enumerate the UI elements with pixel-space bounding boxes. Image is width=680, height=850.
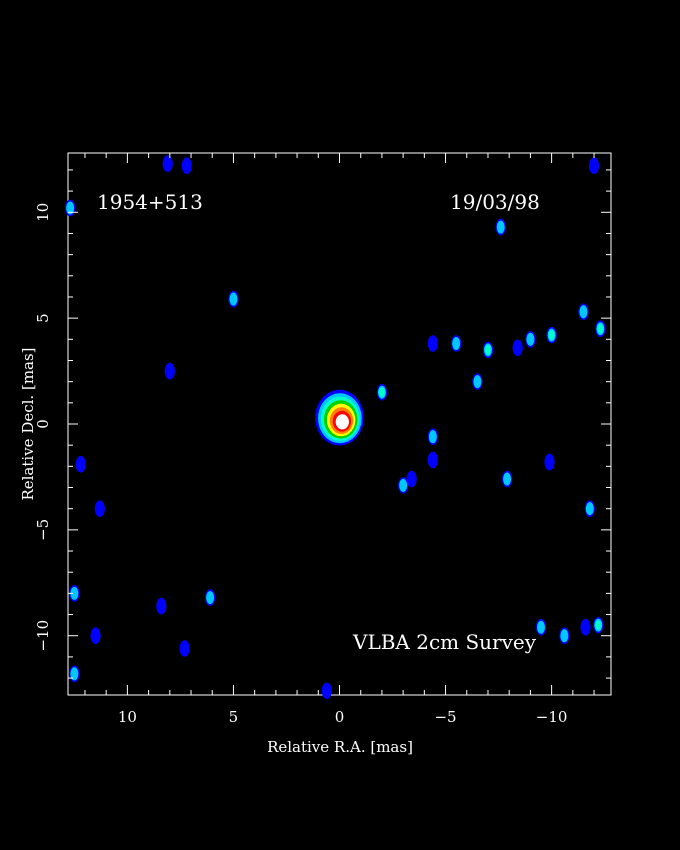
- axis-ticks: 10 5 0 −5 −10 10 5 0 −5 −10: [34, 153, 611, 726]
- emission-contour: [560, 629, 569, 643]
- emission-component: [482, 341, 494, 359]
- emission-component: [75, 455, 86, 473]
- epoch-label: 19/03/98: [450, 190, 540, 214]
- emission-component: [181, 157, 192, 175]
- x-tick-label: −10: [536, 708, 568, 726]
- emission-component: [65, 199, 76, 217]
- emission-contour: [585, 502, 594, 516]
- y-tick-label: −5: [34, 519, 52, 541]
- survey-label: VLBA 2cm Survey: [352, 630, 537, 654]
- emission-component: [580, 618, 591, 636]
- y-tick-label: −10: [34, 620, 52, 652]
- emission-component: [595, 320, 606, 338]
- emission-contour: [597, 323, 604, 334]
- emission-contour: [164, 362, 175, 380]
- y-axis-label: Relative Decl. [mas]: [19, 347, 37, 500]
- emission-component: [69, 585, 80, 602]
- emission-contour: [526, 332, 535, 346]
- emission-component: [179, 640, 190, 657]
- emission-contour: [70, 667, 79, 681]
- emission-component: [512, 339, 523, 357]
- emission-contour: [588, 157, 600, 175]
- emission-contour: [206, 591, 215, 605]
- emission-contour: [496, 220, 505, 234]
- y-tick-label: 5: [34, 313, 52, 323]
- emission-contour: [580, 618, 591, 636]
- emission-contour: [544, 453, 555, 471]
- emission-contour: [503, 472, 512, 486]
- emission-component: [544, 453, 555, 471]
- emission-contour: [428, 430, 437, 444]
- y-tick-label: 10: [34, 203, 52, 222]
- emission-component: [228, 290, 239, 308]
- emission-contour: [66, 201, 75, 215]
- emission-contour: [70, 586, 79, 600]
- emission-component: [90, 627, 101, 645]
- emission-component: [69, 665, 80, 683]
- emission-contour: [156, 597, 167, 615]
- emission-component: [164, 362, 175, 380]
- emission-component: [427, 451, 438, 469]
- emission-contour: [75, 455, 86, 473]
- emission-contour: [406, 470, 417, 488]
- emission-component: [472, 373, 483, 390]
- x-axis-label: Relative R.A. [mas]: [267, 738, 413, 756]
- emission-component: [162, 155, 173, 172]
- emission-component: [94, 500, 105, 518]
- emission-layer: [65, 155, 606, 700]
- emission-component: [525, 330, 536, 348]
- emission-component: [376, 383, 387, 401]
- emission-component: [593, 616, 604, 634]
- emission-component: [205, 589, 216, 606]
- emission-contour: [427, 335, 438, 352]
- emission-component: [502, 470, 513, 488]
- emission-contour: [485, 345, 491, 355]
- emission-component: [546, 326, 557, 344]
- emission-component: [427, 335, 438, 352]
- emission-component: [406, 470, 417, 488]
- x-tick-label: 0: [335, 708, 345, 726]
- emission-contour: [379, 387, 385, 397]
- emission-component: [398, 477, 409, 494]
- emission-component: [588, 157, 600, 175]
- emission-contour: [512, 339, 523, 357]
- x-tick-label: 5: [229, 708, 239, 726]
- emission-contour: [579, 305, 588, 319]
- emission-component: [495, 218, 506, 236]
- x-tick-label: −5: [434, 708, 456, 726]
- emission-component: [535, 618, 547, 636]
- emission-contour: [595, 620, 602, 630]
- emission-component: [315, 389, 364, 446]
- emission-contour: [90, 627, 101, 645]
- source-name-label: 1954+513: [97, 190, 203, 214]
- emission-contour: [179, 640, 190, 657]
- emission-contour: [335, 414, 349, 430]
- emission-component: [584, 500, 595, 518]
- emission-contour: [94, 500, 105, 518]
- emission-component: [559, 627, 570, 645]
- emission-component: [451, 335, 462, 352]
- emission-contour: [181, 157, 192, 175]
- y-tick-label: 0: [34, 419, 52, 429]
- emission-contour: [548, 330, 555, 340]
- emission-contour: [452, 337, 461, 351]
- x-tick-label: 10: [118, 708, 137, 726]
- emission-contour: [229, 292, 238, 306]
- emission-contour: [321, 682, 332, 700]
- emission-component: [321, 682, 332, 700]
- emission-contour: [427, 451, 438, 469]
- emission-contour: [162, 155, 173, 172]
- emission-component: [156, 597, 167, 615]
- emission-contour: [473, 375, 482, 389]
- emission-contour: [537, 620, 545, 634]
- emission-contour: [399, 478, 408, 492]
- emission-component: [578, 303, 589, 321]
- emission-component: [427, 428, 438, 446]
